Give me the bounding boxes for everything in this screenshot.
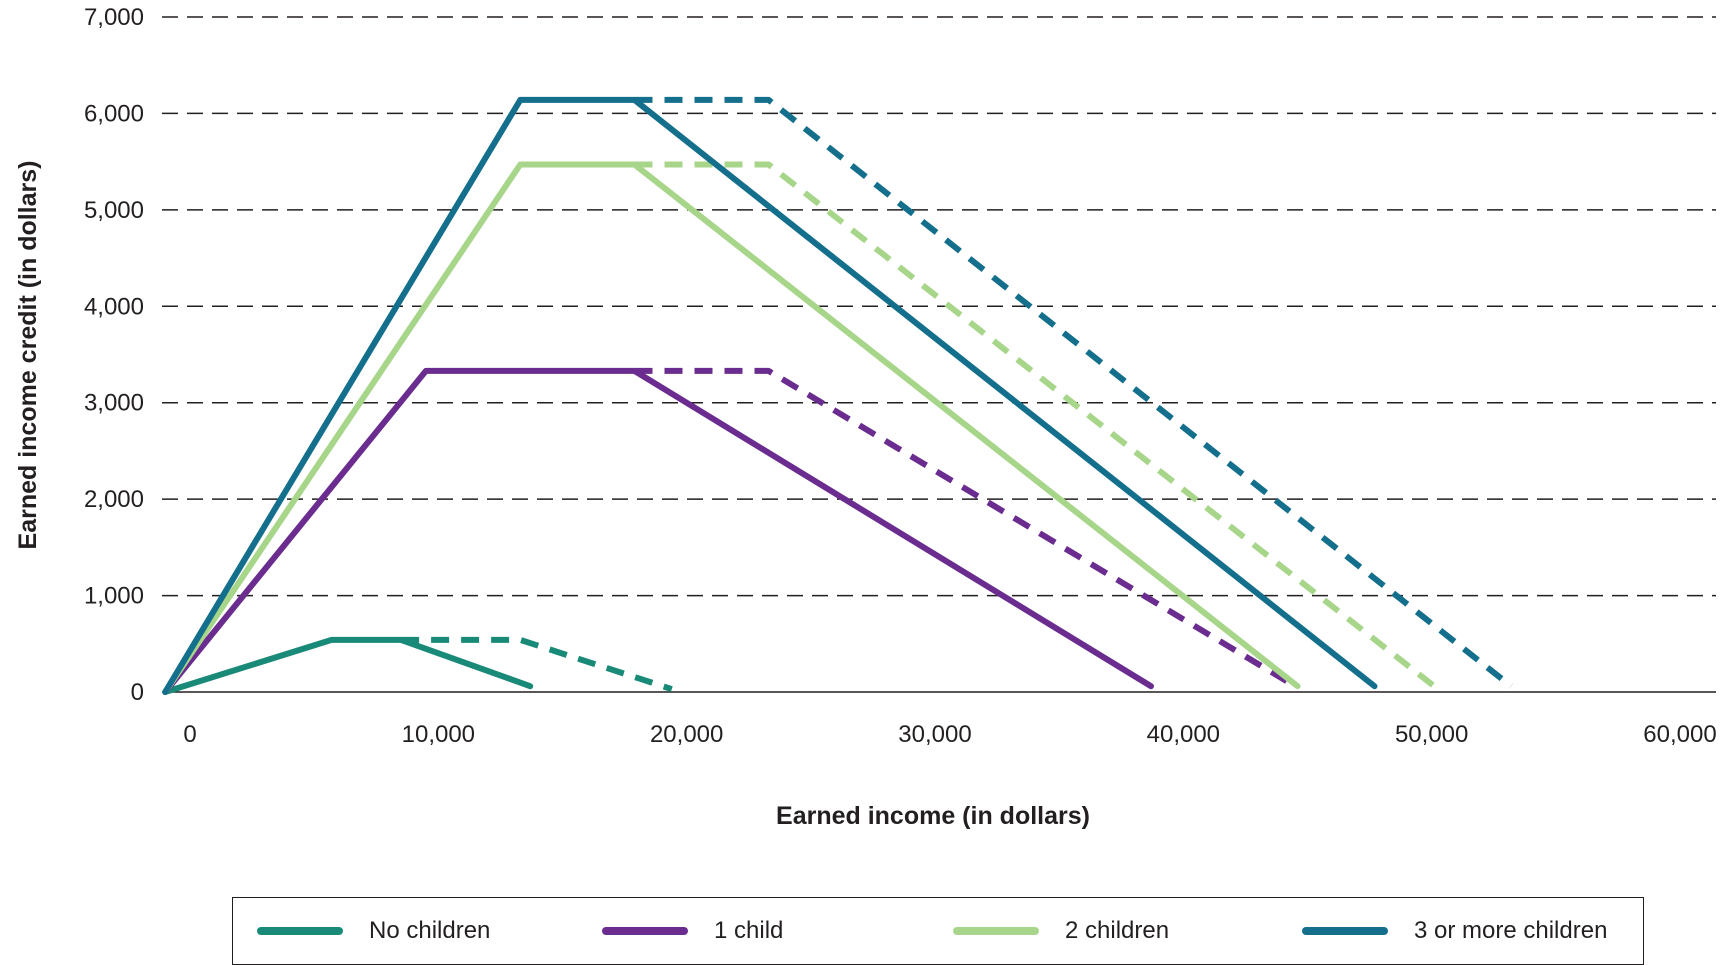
legend-swatch [257, 927, 343, 935]
series-line-1-child-dashed [634, 367, 1297, 689]
y-tick-label: 1,000 [84, 583, 144, 610]
x-tick-label: 10,000 [402, 721, 475, 748]
y-tick-label: 6,000 [84, 100, 144, 127]
series-line-3-or-more-children [162, 96, 1378, 695]
x-tick-label: 0 [183, 721, 196, 748]
x-tick-label: 60,000 [1643, 721, 1716, 748]
eitc-line-chart: 0 1,000 2,000 3,000 4,000 5,000 6,000 7,000 0 10… [14, 4, 1717, 830]
x-tick-label: 50,000 [1395, 721, 1468, 748]
gridlines [162, 16, 1716, 693]
y-tick-label: 2,000 [84, 486, 144, 513]
x-tick-labels: 0 10,000 20,000 30,000 40,000 50,000 60,000 [183, 721, 1716, 748]
series-line-no-children-dashed [401, 636, 673, 692]
legend-label: 3 or more children [1414, 917, 1608, 944]
series-lines [162, 96, 1513, 695]
x-axis-title: Earned income (in dollars) [776, 802, 1090, 830]
series-line-2-children [162, 161, 1301, 695]
legend-swatch [953, 927, 1039, 935]
series-line-2-children-dashed [634, 161, 1437, 689]
series-line-3-or-more-children-dashed [634, 96, 1513, 689]
legend-item-2-children: 2 children [953, 898, 1169, 964]
legend-item-1-child: 1 child [602, 898, 783, 964]
legend-swatch [602, 927, 688, 935]
legend-swatch [1302, 927, 1388, 935]
legend-label: No children [369, 917, 491, 944]
y-tick-labels: 0 1,000 2,000 3,000 4,000 5,000 6,000 7,000 [84, 4, 144, 706]
legend-label: 2 children [1065, 917, 1170, 944]
y-tick-label: 4,000 [84, 293, 144, 320]
y-axis-title: Earned income credit (in dollars) [14, 161, 42, 550]
legend-item-no-children: No children [257, 898, 490, 964]
series-line-1-child [162, 367, 1154, 695]
x-tick-label: 40,000 [1147, 721, 1220, 748]
series-line-no-children [162, 636, 534, 695]
y-tick-label: 0 [131, 679, 144, 706]
y-tick-label: 3,000 [84, 390, 144, 417]
y-tick-label: 5,000 [84, 197, 144, 224]
x-tick-label: 20,000 [650, 721, 723, 748]
legend-item-3-or-more-children: 3 or more children [1302, 898, 1607, 964]
legend: No children 1 child 2 children 3 or more… [232, 897, 1644, 965]
x-tick-label: 30,000 [898, 721, 971, 748]
legend-label: 1 child [714, 917, 784, 944]
y-tick-label: 7,000 [84, 4, 144, 31]
